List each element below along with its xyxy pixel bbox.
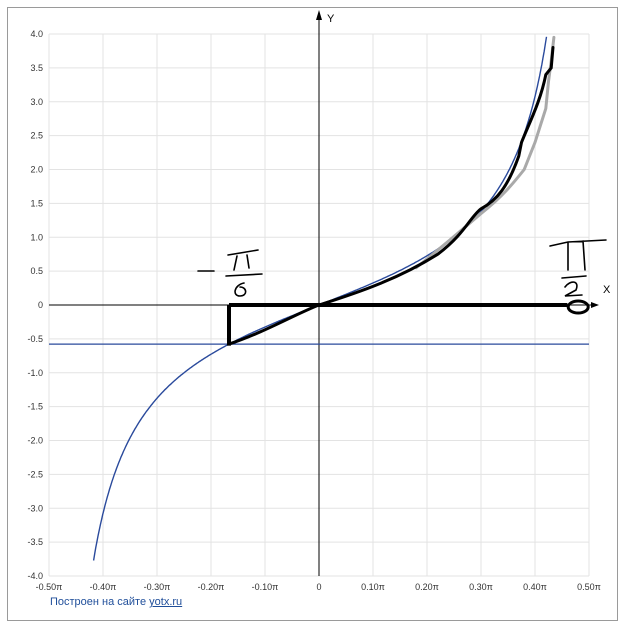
y-tick-label-13: -2.5 [27,469,43,479]
x-tick-label-3: -0.20π [198,582,225,592]
x-tick-label-7: 0.20π [415,582,439,592]
y-tick-label-8: 0 [38,300,43,310]
chart-frame [7,7,618,621]
end-oval-mark [566,299,590,315]
x-axis-arrow [591,302,599,308]
x-tick-label-0: -0.50π [36,582,63,592]
x-tick-label-4: -0.10π [252,582,279,592]
y-tick-label-3: 2.5 [30,131,43,141]
x-tick-label-8: 0.30π [469,582,493,592]
y-tick-label-4: 2.0 [30,165,43,175]
y-tick-label-14: -3.0 [27,503,43,513]
y-tick-label-10: -1.0 [27,368,43,378]
x-tick-label-2: -0.30π [144,582,171,592]
y-tick-label-16: -4.0 [27,571,43,581]
footer-credit: Построен на сайте yotx.ru [50,596,182,608]
y-tick-label-9: -0.5 [27,334,43,344]
x-tick-label-6: 0.10π [361,582,385,592]
footer-link[interactable]: yotx.ru [149,596,183,608]
y-axis-label: Y [327,13,335,25]
handwritten-pi-over-2 [549,239,607,297]
y-tick-label-1: 3.5 [30,63,43,73]
y-tick-label-7: 0.5 [30,266,43,276]
x-tick-label-5: 0 [316,582,321,592]
handwritten-minus-pi-over-6 [197,249,263,297]
y-tick-label-11: -1.5 [27,402,43,412]
black-sketch-stroke [227,46,555,346]
y-tick-label-6: 1.0 [30,232,43,242]
footer-text: Построен на сайте [50,596,150,608]
x-tick-label-9: 0.40π [523,582,547,592]
x-tick-label-1: -0.40π [90,582,117,592]
y-axis-arrow [316,10,322,20]
y-tick-label-2: 3.0 [30,97,43,107]
x-axis-label: X [603,284,611,296]
y-tick-label-0: 4.0 [30,29,43,39]
y-tick-label-12: -2.0 [27,436,43,446]
y-tick-label-5: 1.5 [30,198,43,208]
y-tick-label-15: -3.5 [27,537,43,547]
tan-curve [92,36,548,561]
x-tick-label-10: 0.50π [577,582,601,592]
gray-sketch-stroke [414,35,556,270]
